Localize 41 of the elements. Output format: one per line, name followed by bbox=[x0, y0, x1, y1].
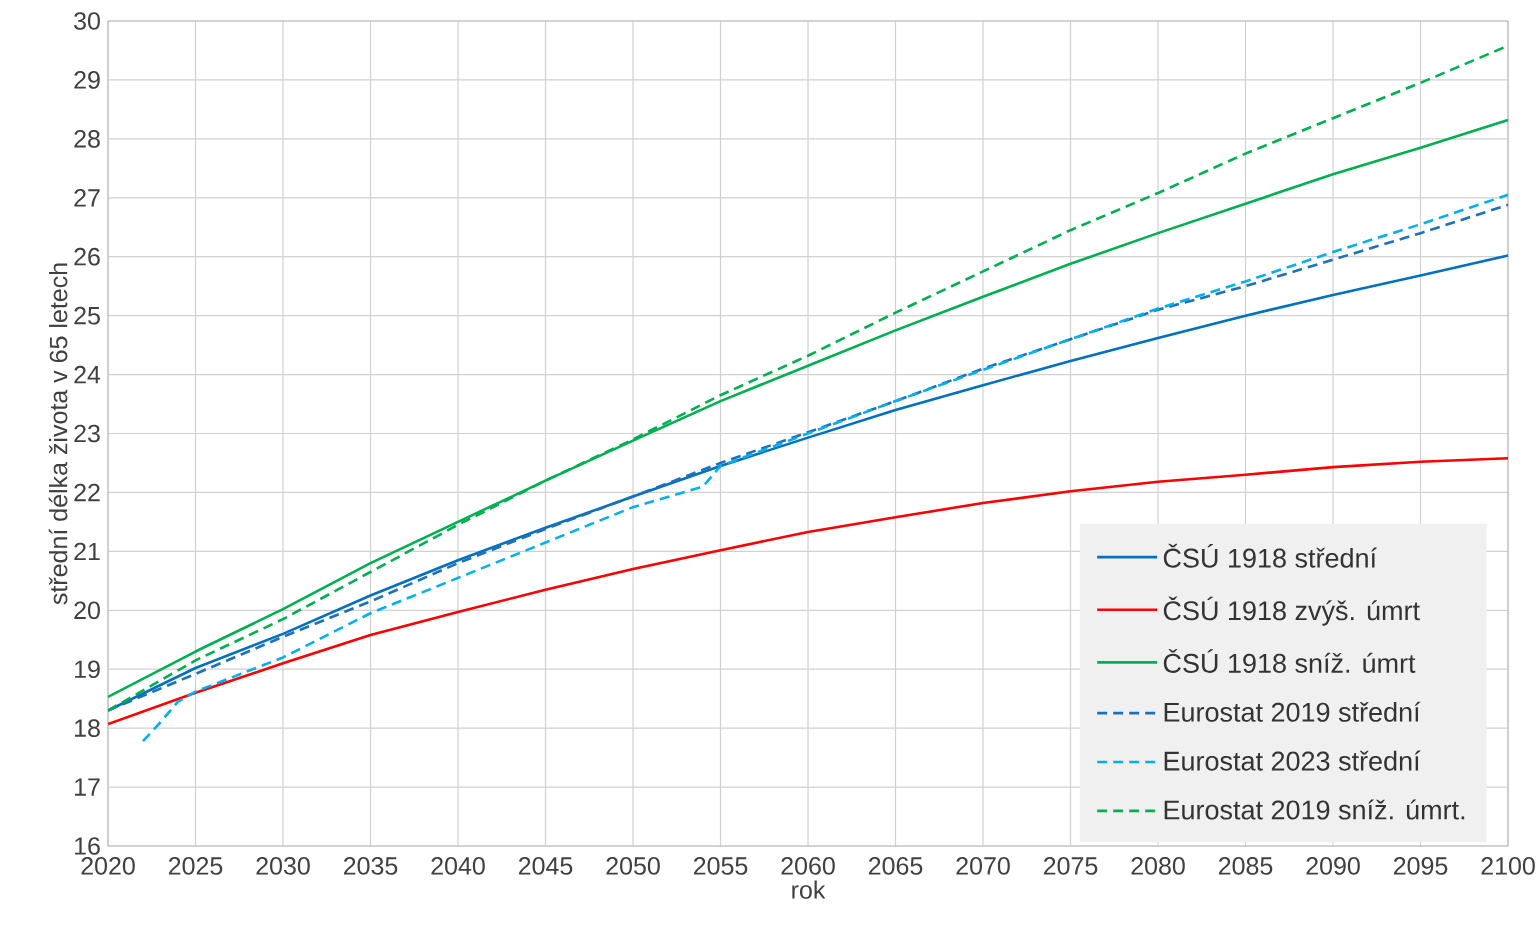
legend-label: ČSÚ 1918 střední bbox=[1163, 543, 1377, 568]
y-tick-label: 23 bbox=[74, 424, 100, 443]
x-tick-label: 2040 bbox=[431, 857, 485, 875]
x-tick-label: 2060 bbox=[781, 857, 835, 875]
y-tick-label: 20 bbox=[74, 601, 100, 620]
x-tick-label: 2035 bbox=[343, 857, 398, 875]
legend-label: ČSÚ 1918 zvýš. úmrt bbox=[1163, 596, 1420, 626]
y-axis-title: střední délka života v 65 letech bbox=[48, 263, 68, 605]
x-tick-label: 2020 bbox=[81, 857, 135, 875]
y-tick-label: 22 bbox=[74, 483, 100, 502]
x-tick-label: 2055 bbox=[693, 857, 748, 875]
legend-label: Eurostat 2019 sníž. úmrt. bbox=[1164, 799, 1465, 820]
legend-label: Eurostat 2019 střední bbox=[1164, 701, 1421, 722]
x-tick-label: 2065 bbox=[868, 857, 923, 875]
y-tick-label: 18 bbox=[75, 719, 100, 737]
x-tick-label: 2025 bbox=[168, 857, 223, 875]
y-tick-label: 29 bbox=[74, 71, 100, 89]
x-tick-label: 2090 bbox=[1306, 857, 1360, 875]
legend-label: Eurostat 2023 střední bbox=[1164, 750, 1421, 771]
y-tick-label: 19 bbox=[75, 660, 100, 679]
x-tick-label: 2070 bbox=[956, 857, 1010, 875]
y-tick-label: 27 bbox=[74, 189, 100, 207]
x-tick-label: 2100 bbox=[1481, 857, 1535, 875]
y-tick-label: 26 bbox=[74, 247, 100, 266]
x-tick-label: 2095 bbox=[1393, 857, 1448, 875]
x-tick-label: 2075 bbox=[1043, 857, 1098, 875]
y-tick-label: 30 bbox=[74, 12, 100, 30]
x-tick-label: 2050 bbox=[606, 857, 660, 875]
y-tick-label: 25 bbox=[74, 306, 100, 325]
line-series bbox=[108, 456, 1509, 726]
y-tick-label: 16 bbox=[75, 837, 100, 855]
x-tick-label: 2080 bbox=[1131, 857, 1185, 875]
x-tick-label: 2045 bbox=[518, 857, 573, 875]
x-tick-label: 2030 bbox=[256, 857, 310, 875]
y-tick-label: 28 bbox=[74, 130, 100, 148]
legend-label: ČSÚ 1918 sníž. úmrt bbox=[1163, 649, 1416, 673]
x-axis-title: rok bbox=[792, 880, 826, 899]
y-tick-label: 24 bbox=[74, 365, 101, 384]
y-tick-label: 21 bbox=[74, 542, 100, 561]
y-tick-label: 17 bbox=[75, 778, 100, 796]
x-tick-label: 2085 bbox=[1218, 857, 1273, 875]
